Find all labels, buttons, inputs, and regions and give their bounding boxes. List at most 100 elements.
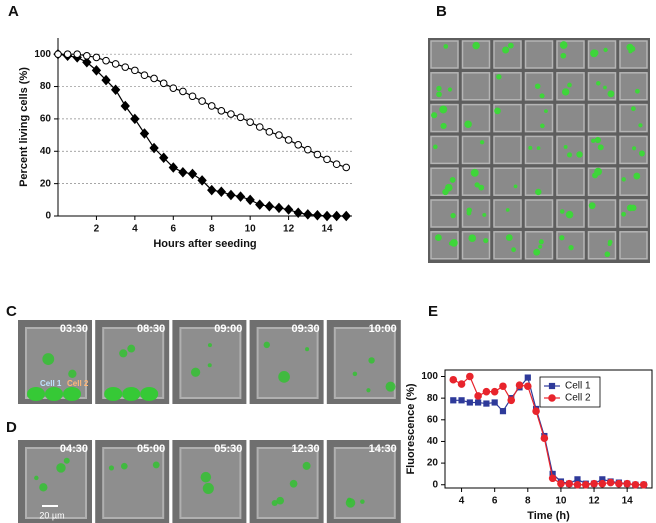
cell-fluorescence	[276, 496, 285, 505]
data-point	[450, 397, 457, 404]
data-point	[606, 478, 615, 487]
cell-fluorescence	[478, 184, 485, 191]
series-line	[57, 53, 347, 217]
cell-fluorescence	[271, 499, 278, 506]
x-tick-label: 4	[459, 496, 465, 507]
data-point	[590, 479, 598, 488]
data-point	[169, 84, 178, 92]
data-point	[140, 71, 149, 80]
microwell	[556, 199, 585, 228]
cell-fluorescence	[302, 461, 311, 470]
cell-fluorescence	[607, 239, 613, 245]
data-point	[466, 399, 473, 406]
x-tick-label: 10	[245, 224, 257, 235]
cell-fluorescence	[628, 49, 633, 54]
cell-fluorescence	[122, 387, 141, 401]
cell-fluorescence	[190, 367, 201, 377]
data-point	[615, 479, 623, 488]
microwell	[493, 199, 522, 228]
x-tick-label: 12	[588, 496, 600, 507]
plot-frame	[444, 369, 653, 489]
cell-fluorescence	[576, 151, 583, 158]
x-tick-label: 2	[94, 224, 100, 235]
cell-fluorescence	[466, 210, 472, 216]
data-point	[179, 87, 187, 96]
timestamp: 14:30	[369, 443, 397, 455]
data-point	[294, 141, 302, 149]
data-point	[557, 479, 565, 488]
well	[25, 327, 87, 399]
data-point	[226, 189, 236, 201]
data-point	[92, 53, 101, 62]
panel-label: D	[6, 419, 17, 436]
cell-fluorescence	[535, 188, 542, 196]
cell-fluorescence	[496, 74, 502, 80]
data-point	[532, 407, 540, 415]
y-tick-label: 100	[34, 49, 51, 60]
data-point	[342, 163, 351, 172]
cell-fluorescence	[140, 387, 159, 401]
microwell	[556, 135, 585, 165]
panel-label: C	[6, 303, 17, 320]
y-axis-label: Fluorescence (%)	[405, 383, 417, 474]
cell-fluorescence	[472, 41, 480, 50]
x-tick-label: 8	[209, 224, 215, 235]
cell-fluorescence	[63, 387, 81, 401]
data-point	[274, 202, 284, 214]
data-point	[490, 387, 499, 396]
cell-fluorescence	[592, 49, 599, 56]
data-point	[322, 210, 332, 222]
y-tick-label: 0	[45, 211, 51, 222]
microwell	[430, 135, 459, 165]
data-point	[245, 194, 255, 206]
x-axis-label: Hours after seeding	[153, 238, 256, 250]
cell-fluorescence	[559, 209, 565, 214]
data-point	[246, 118, 254, 126]
timestamp: 10:00	[369, 323, 397, 335]
legend-label: Cell 2	[565, 393, 591, 404]
cell-fluorescence	[470, 168, 479, 177]
cell-fluorescence	[152, 461, 160, 469]
cell-fluorescence	[528, 145, 533, 150]
well	[333, 327, 396, 399]
data-point	[187, 168, 198, 180]
data-point	[207, 102, 216, 110]
data-point	[303, 209, 313, 220]
data-point	[275, 131, 283, 139]
cell-fluorescence	[567, 82, 572, 88]
legend-box	[539, 376, 601, 408]
microwell	[493, 167, 522, 196]
cell-fluorescence	[108, 465, 115, 471]
y-tick-label: 80	[427, 393, 439, 404]
cell-fluorescence	[513, 184, 518, 189]
data-point	[565, 479, 574, 488]
microwell	[461, 72, 491, 101]
cell-fluorescence	[39, 483, 48, 492]
timestamp: 09:30	[291, 323, 319, 335]
y-tick-label: 20	[427, 458, 439, 469]
data-point	[573, 480, 582, 489]
cell-fluorescence	[566, 152, 573, 158]
cell-fluorescence	[561, 88, 570, 96]
cell-fluorescence	[538, 244, 543, 249]
data-point	[159, 152, 169, 163]
cell-fluorescence	[607, 90, 615, 98]
cell-fluorescence	[68, 369, 77, 378]
x-axis-label: Time (h)	[527, 510, 570, 522]
cell-fluorescence	[447, 87, 453, 92]
cell-fluorescence	[596, 81, 601, 86]
cell-fluorescence	[594, 167, 603, 176]
data-point	[83, 52, 91, 60]
cell-fluorescence	[534, 83, 541, 89]
microwell	[430, 72, 459, 101]
cell-fluorescence	[544, 109, 548, 114]
data-point	[515, 381, 524, 389]
well	[102, 327, 165, 399]
y-tick-label: 40	[427, 436, 439, 447]
y-tick-label: 100	[421, 371, 438, 382]
cell-fluorescence	[621, 177, 626, 182]
cell-fluorescence	[507, 42, 514, 49]
timestamp: 05:00	[137, 443, 165, 455]
cell-fluorescence	[263, 341, 270, 349]
data-point	[639, 480, 648, 489]
